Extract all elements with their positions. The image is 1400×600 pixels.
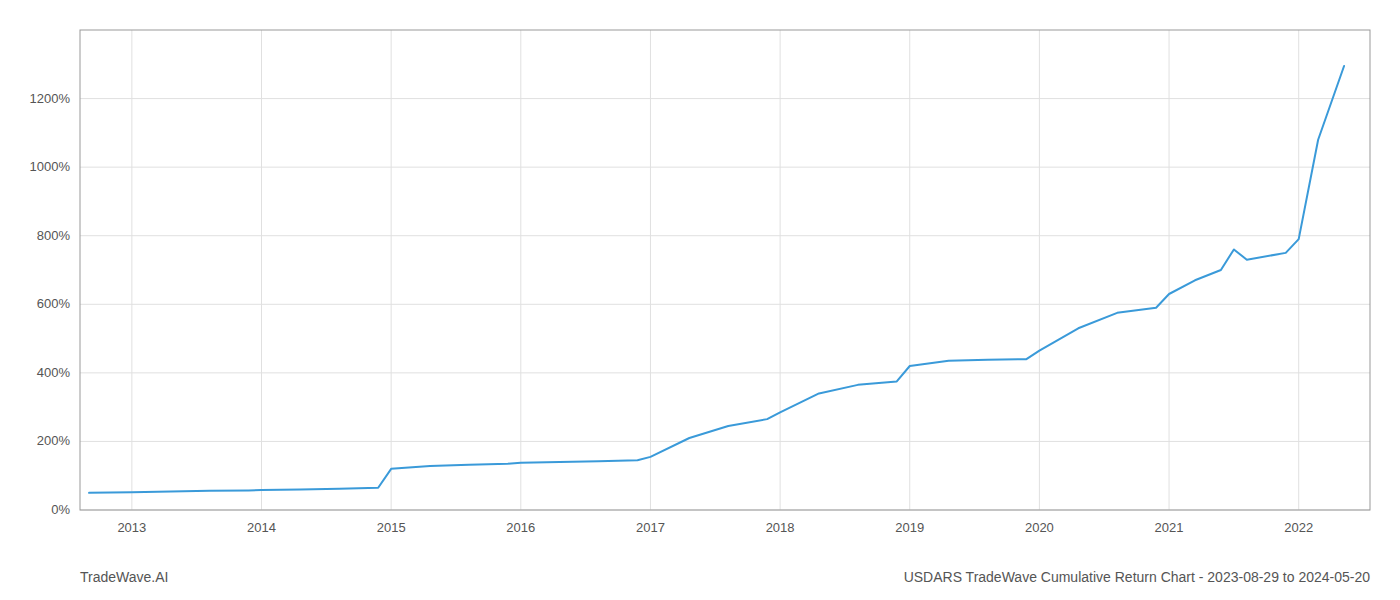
x-tick-label: 2022 [1284, 520, 1313, 535]
x-tick-label: 2018 [766, 520, 795, 535]
x-grid-line [1039, 30, 1040, 510]
y-grid-line [80, 167, 1370, 168]
x-tick-label: 2021 [1155, 520, 1184, 535]
title: USDARS TradeWave Cumulative Return Chart… [904, 569, 1371, 585]
y-grid-line [80, 372, 1370, 373]
x-grid-line [780, 30, 781, 510]
annotation: TradeWave.AI [80, 569, 168, 585]
chart: 0% 200% 400% 600% 800% 1000% 1200% 2013 2014 2015… [0, 0, 1400, 600]
plot-frame [80, 30, 1370, 510]
x-tick-label: 2020 [1025, 520, 1054, 535]
y-tick-label: 1000% [30, 159, 71, 174]
y-grid-line [80, 98, 1370, 99]
data-layer [89, 66, 1344, 493]
x-tick-label: 2016 [506, 520, 535, 535]
x-grid-line [131, 30, 132, 510]
x-grid-line [520, 30, 521, 510]
x-grid-line [1169, 30, 1170, 510]
y-tick-label: 800% [37, 228, 71, 243]
grid [80, 30, 1370, 510]
x-tick-label: 2015 [377, 520, 406, 535]
x-grid-line [391, 30, 392, 510]
y-tick-label: 200% [37, 433, 71, 448]
line [89, 66, 1344, 493]
y-tick-label: 0% [51, 502, 70, 517]
y-tick-label: 1200% [30, 91, 71, 106]
y-grid-line [80, 441, 1370, 442]
x-tick-label: 2017 [636, 520, 665, 535]
x-grid-line [909, 30, 910, 510]
y-tick-label: 400% [37, 365, 71, 380]
texts: TradeWave.AI USDARS TradeWave Cumulative … [80, 569, 1370, 585]
x-grid-line [1298, 30, 1299, 510]
x-grid-line [261, 30, 262, 510]
y-grid-line [80, 235, 1370, 236]
x-tick-label: 2013 [117, 520, 146, 535]
x-tick-label: 2014 [247, 520, 276, 535]
y-grid-line [80, 304, 1370, 305]
x-grid-line [650, 30, 651, 510]
x-tick-label: 2019 [895, 520, 924, 535]
axes: 0% 200% 400% 600% 800% 1000% 1200% 2013 2014 2015… [30, 30, 1370, 535]
y-tick-label: 600% [37, 296, 71, 311]
background [0, 0, 1400, 600]
